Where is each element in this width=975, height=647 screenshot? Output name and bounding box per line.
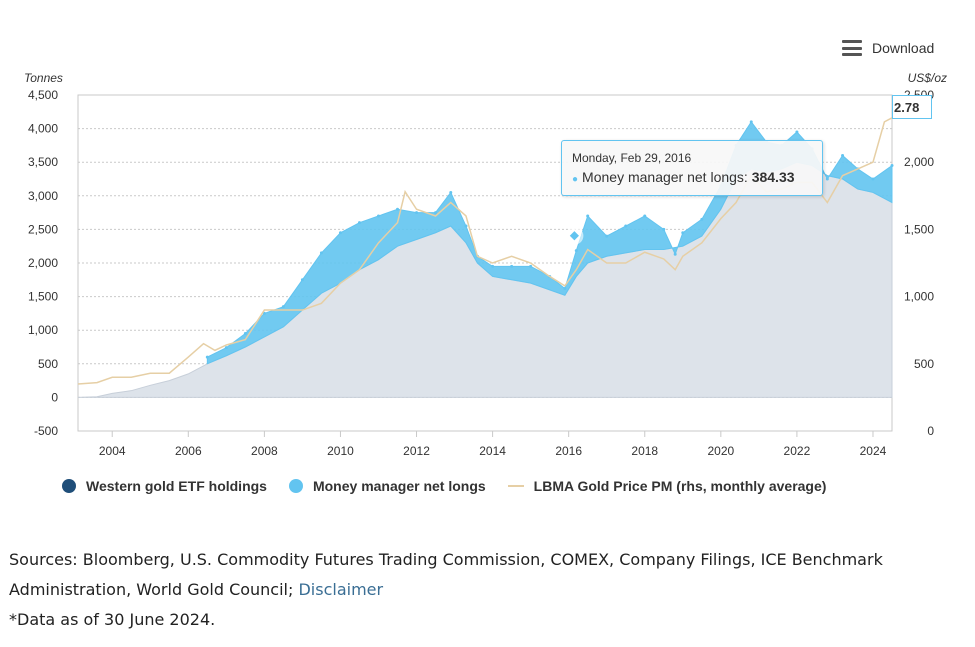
- hover-marker: [567, 229, 582, 243]
- legend-label-price: LBMA Gold Price PM (rhs, monthly average…: [533, 478, 827, 494]
- money-manager-point: [319, 251, 323, 255]
- left-tick-label: 0: [51, 390, 58, 404]
- money-manager-point: [563, 287, 567, 291]
- left-tick-label: 4,000: [28, 122, 58, 136]
- money-manager-point: [491, 264, 495, 268]
- money-manager-point: [449, 190, 453, 194]
- money-manager-point: [396, 207, 400, 211]
- x-tick-label: 2016: [555, 444, 582, 458]
- money-manager-point: [700, 217, 704, 221]
- right-axis-title: US$/oz: [908, 71, 947, 85]
- money-manager-point: [624, 224, 628, 228]
- x-tick-label: 2004: [99, 444, 126, 458]
- legend-item-mm[interactable]: Money manager net longs: [288, 478, 486, 494]
- tooltip-value: 384.33: [751, 169, 795, 185]
- money-manager-point: [224, 346, 228, 350]
- legend-swatch-etf: [62, 479, 76, 493]
- money-manager-point: [434, 211, 438, 215]
- money-manager-point: [586, 214, 590, 218]
- left-axis-title: Tonnes: [24, 71, 63, 85]
- money-manager-point: [890, 164, 894, 168]
- left-tick-label: 3,000: [28, 189, 58, 203]
- money-manager-point: [464, 224, 468, 228]
- money-manager-point: [300, 278, 304, 282]
- left-tick-label: 1,500: [28, 290, 58, 304]
- left-tick-label: -500: [34, 424, 58, 438]
- tooltip-series-label: Money manager net longs:: [582, 169, 752, 185]
- hover-marker-layer[interactable]: [565, 226, 584, 245]
- x-tick-label: 2014: [479, 444, 506, 458]
- etf-area-layer: [77, 161, 893, 398]
- money-manager-point: [205, 355, 209, 359]
- legend: Western gold ETF holdings Money manager …: [62, 478, 848, 494]
- money-manager-point: [673, 252, 677, 256]
- hamburger-menu-icon: [842, 40, 862, 56]
- legend-swatch-price: [507, 485, 524, 487]
- legend-item-etf[interactable]: Western gold ETF holdings: [62, 478, 267, 494]
- left-tick-label: 4,500: [28, 88, 58, 102]
- legend-label-mm: Money manager net longs: [312, 478, 486, 494]
- x-tick-label: 2006: [175, 444, 202, 458]
- money-manager-point: [338, 231, 342, 235]
- x-tick-label: 2008: [251, 444, 278, 458]
- right-tick-label: 1,500: [904, 222, 934, 236]
- money-manager-point: [415, 211, 419, 215]
- money-manager-point: [841, 153, 845, 157]
- legend-label-etf: Western gold ETF holdings: [86, 478, 267, 494]
- right-tick-label: 0: [927, 424, 934, 438]
- money-manager-point: [662, 227, 666, 231]
- money-manager-point: [825, 177, 829, 181]
- tooltip-bullet-icon: ●: [572, 174, 579, 185]
- x-tick-label: 2012: [403, 444, 430, 458]
- legend-item-price[interactable]: LBMA Gold Price PM (rhs, monthly average…: [507, 478, 827, 494]
- etf-holdings-area: [77, 161, 893, 398]
- tooltip: Monday, Feb 29, 2016 ● Money manager net …: [561, 140, 823, 196]
- x-tick-label: 2024: [860, 444, 887, 458]
- money-manager-point: [795, 130, 799, 134]
- money-manager-point: [605, 234, 609, 238]
- money-manager-point: [749, 120, 753, 124]
- data-date-note: *Data as of 30 June 2024.: [9, 610, 216, 629]
- money-manager-point: [681, 231, 685, 235]
- money-manager-point: [243, 332, 247, 336]
- left-tick-label: 2,500: [28, 222, 58, 236]
- left-tick-label: 2,000: [28, 256, 58, 270]
- money-manager-layer: [205, 120, 894, 365]
- money-manager-point: [357, 221, 361, 225]
- left-tick-label: 3,500: [28, 155, 58, 169]
- money-manager-point: [643, 214, 647, 218]
- sources-note: Sources: Bloomberg, U.S. Commodity Futur…: [9, 545, 959, 635]
- tooltip-date: Monday, Feb 29, 2016: [572, 151, 692, 165]
- right-tick-label: 500: [914, 357, 934, 371]
- tooltip-row: ● Money manager net longs: 384.33: [572, 169, 812, 185]
- disclaimer-link[interactable]: Disclaimer: [298, 580, 384, 599]
- money-manager-point: [871, 177, 875, 181]
- money-manager-point: [529, 264, 533, 268]
- download-label: Download: [872, 40, 935, 56]
- left-tick-label: 1,000: [28, 323, 58, 337]
- money-manager-point: [281, 305, 285, 309]
- right-tick-label: 1,000: [904, 290, 934, 304]
- right-tick-label: 2,000: [904, 155, 934, 169]
- x-tick-label: 2018: [631, 444, 658, 458]
- x-tick-label: 2022: [784, 444, 811, 458]
- price-cut-label: 2.78: [892, 95, 932, 119]
- x-tick-label: 2010: [327, 444, 354, 458]
- x-tick-label: 2020: [707, 444, 734, 458]
- left-tick-label: 500: [38, 357, 58, 371]
- legend-swatch-mm: [288, 479, 303, 493]
- money-manager-point: [510, 264, 514, 268]
- sources-text: Sources: Bloomberg, U.S. Commodity Futur…: [9, 550, 883, 599]
- money-manager-point: [574, 249, 578, 253]
- download-button[interactable]: Download: [842, 36, 934, 60]
- money-manager-point: [376, 214, 380, 218]
- chart: 4,500 4,000 3,500 3,000 2,500 2,000 1,500 1,000…: [24, 71, 947, 458]
- money-manager-point: [262, 311, 266, 315]
